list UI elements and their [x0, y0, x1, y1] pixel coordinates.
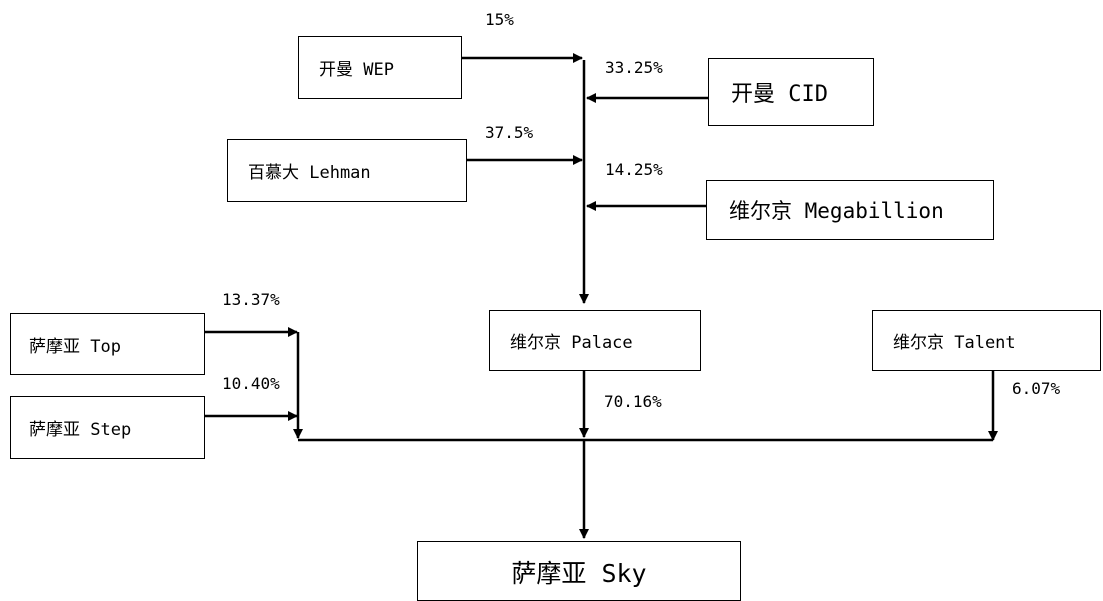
node-samoa-sky-label: 萨摩亚 Sky — [511, 559, 647, 588]
node-samoa-top-label: 萨摩亚 Top — [29, 336, 121, 357]
pct-megabillion-to-palace: 14.25% — [605, 160, 663, 179]
node-weierjing-megabillion: 维尔京 Megabillion — [706, 180, 994, 240]
node-samoa-top: 萨摩亚 Top — [10, 313, 205, 375]
node-weierjing-talent: 维尔京 Talent — [872, 310, 1101, 371]
node-samoa-step-label: 萨摩亚 Step — [29, 420, 132, 440]
node-weierjing-talent-label: 维尔京 Talent — [893, 333, 1016, 353]
node-weierjing-palace-label: 维尔京 Palace — [510, 333, 633, 353]
node-weierjing-palace: 维尔京 Palace — [489, 310, 701, 371]
node-weierjing-megabillion-label: 维尔京 Megabillion — [729, 199, 944, 223]
pct-palace-to-sky: 70.16% — [604, 392, 662, 411]
pct-top-to-sky: 13.37% — [222, 290, 280, 309]
pct-step-to-sky: 10.40% — [222, 374, 280, 393]
node-kaiman-cid-label: 开曼 CID — [731, 82, 828, 107]
pct-lehman-to-palace: 37.5% — [485, 123, 534, 142]
node-kaiman-wep-label: 开曼 WEP — [319, 60, 394, 80]
node-samoa-sky: 萨摩亚 Sky — [417, 541, 741, 601]
node-kaiman-cid: 开曼 CID — [708, 58, 874, 126]
node-baimuda-lehman-label: 百慕大 Lehman — [248, 163, 371, 183]
pct-wep-to-palace: 15% — [485, 10, 514, 29]
node-samoa-step: 萨摩亚 Step — [10, 396, 205, 459]
pct-talent-to-sky: 6.07% — [1012, 379, 1061, 398]
node-baimuda-lehman: 百慕大 Lehman — [227, 139, 467, 202]
pct-cid-to-palace: 33.25% — [605, 58, 663, 77]
node-kaiman-wep: 开曼 WEP — [298, 36, 462, 99]
